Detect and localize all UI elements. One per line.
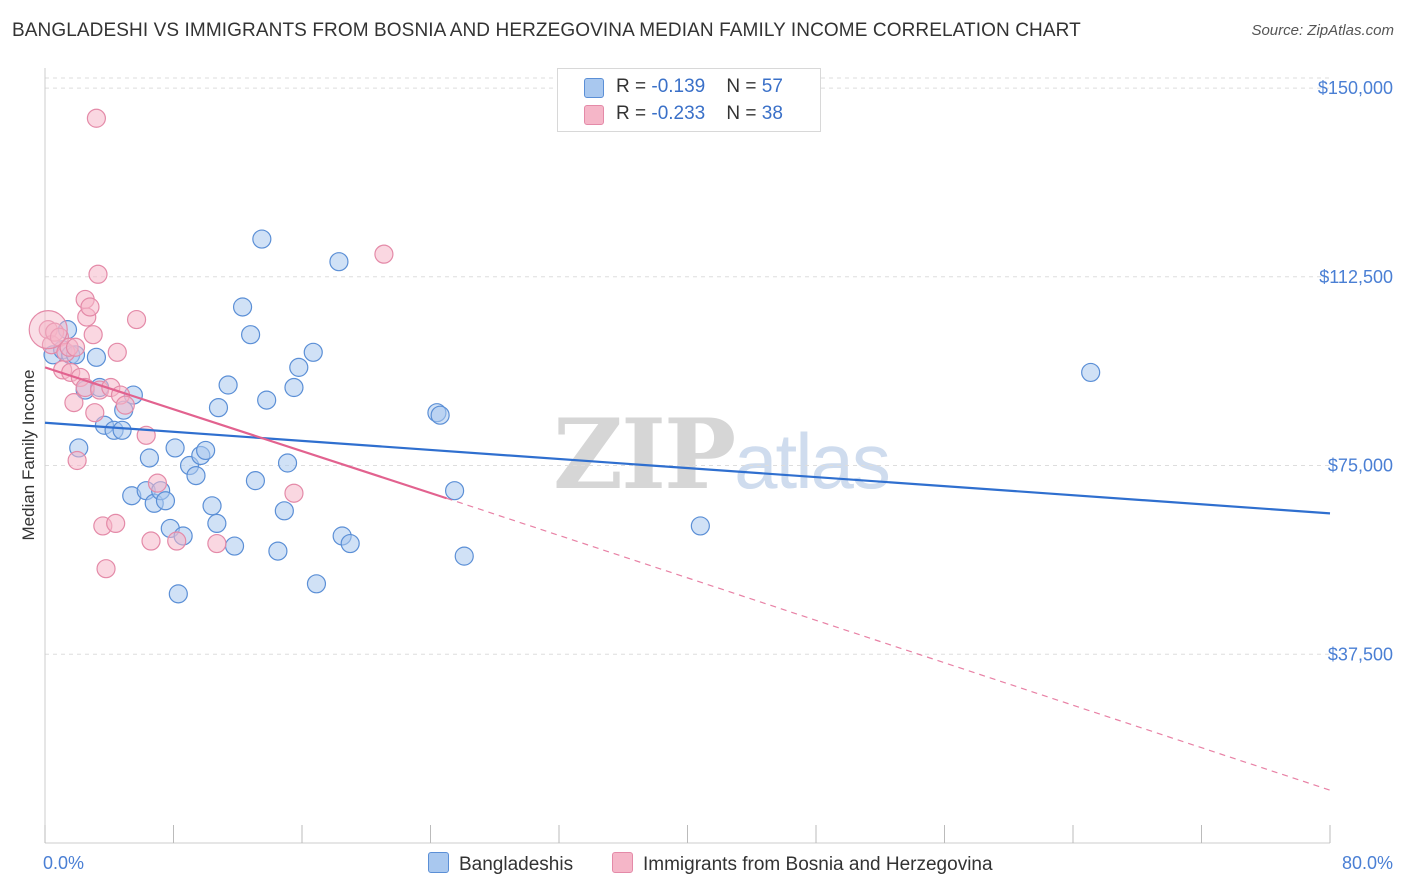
bangladeshi-point (232, 297, 253, 317)
x-tick-label: 0.0% (43, 853, 84, 873)
bosnia-point (207, 533, 227, 554)
bottom-legend-label: Immigrants from Bosnia and Herzegovina (643, 854, 993, 875)
bangladeshi-point (252, 229, 272, 249)
bangladeshi-point (112, 420, 132, 440)
legend-n-label: N = (726, 76, 762, 97)
legend-r-label: R = (616, 76, 652, 97)
gridlines (45, 77, 1330, 655)
bosnia-point (65, 337, 86, 357)
y-tick-label: $37,500 (1328, 644, 1393, 664)
bosnia-point (141, 531, 161, 551)
bangladeshi-trend-line (44, 421, 1331, 515)
bangladeshi-point (207, 513, 227, 534)
legend-r-label: R = (616, 103, 652, 124)
legend-n-value: 57 (761, 76, 783, 97)
bosnia-point (96, 559, 116, 579)
bosnia-point (85, 403, 105, 423)
chart-title: BANGLADESHI VS IMMIGRANTS FROM BOSNIA AN… (12, 20, 1081, 41)
x-tick-labels: 0.0% 80.0% (43, 853, 1393, 873)
bangladeshi-point (289, 357, 309, 377)
y-tick-label: $112,500 (1319, 267, 1393, 287)
bangladeshi-point (196, 440, 216, 461)
bosnia-point (106, 513, 126, 534)
bangladeshi-point (86, 347, 107, 367)
source-credit: Source: ZipAtlas.com (1251, 22, 1394, 39)
bangladeshi-point (224, 536, 245, 556)
bosnia-point (126, 309, 147, 330)
legend-n-label: N = (726, 103, 762, 124)
bangladeshi-point (155, 491, 176, 511)
legend-swatch-blue (584, 78, 604, 98)
bangladeshi-point (284, 377, 304, 398)
bottom-legend-bangladeshis: Bangladeshis (428, 852, 573, 876)
bosnia-point (86, 108, 107, 128)
bottom-legend-swatch-blue (428, 852, 449, 873)
watermark: ZIPatlas (553, 398, 891, 511)
bosnia-trend-line (44, 366, 447, 500)
bangladeshi-point (444, 481, 465, 501)
y-axis-label: Median Family Income (19, 369, 38, 540)
bottom-legend-label: Bangladeshis (459, 854, 574, 875)
bangladeshi-point (218, 375, 238, 395)
bosnia-trend-extension (446, 497, 1331, 791)
bosnia-point-large (28, 310, 68, 350)
bosnia-point (115, 395, 135, 415)
bangladeshi-point (268, 541, 288, 561)
bosnia-point (67, 450, 87, 471)
x-tick-label: 80.0% (1342, 853, 1393, 873)
bangladeshi-point (277, 453, 298, 473)
y-tick-label: $150,000 (1318, 78, 1393, 98)
bangladeshi-point (202, 496, 222, 516)
bosnia-point (88, 264, 108, 284)
bosnia-point (284, 483, 304, 503)
bangladeshi-point (139, 448, 160, 468)
legend-n-value: 38 (761, 103, 783, 124)
bangladeshi-point (241, 325, 261, 345)
legend-r-value: -0.139 (651, 76, 706, 97)
bangladeshi-point (430, 405, 450, 425)
bosnia-point (374, 244, 394, 264)
legend: R = -0.139 N = 57 R = -0.233 N = 38 (557, 68, 821, 132)
legend-swatch-pink (584, 105, 604, 125)
bangladeshi-point (1081, 362, 1101, 383)
legend-text-blue: R = -0.139 N = 57 (616, 76, 783, 98)
bangladeshi-point (208, 398, 229, 418)
bottom-legend-bosnia: Immigrants from Bosnia and Herzegovina (612, 852, 993, 876)
bangladeshi-point (454, 546, 474, 566)
bangladeshi-point (329, 252, 349, 272)
legend-r-value: -0.233 (651, 103, 706, 124)
trend-lines (44, 366, 1331, 791)
axes (44, 68, 1331, 844)
bangladeshi-point (274, 501, 294, 521)
bangladeshi-point (245, 471, 266, 491)
watermark-zip: ZIP (553, 398, 736, 511)
bangladeshi-point (257, 390, 277, 410)
bangladeshi-point (340, 533, 360, 554)
bangladeshi-point (186, 465, 206, 486)
bosnia-point (83, 325, 103, 345)
data-points (28, 108, 1101, 604)
bangladeshi-point (168, 584, 188, 604)
bangladeshi-point (306, 574, 327, 594)
bangladeshi-point (165, 438, 185, 458)
bosnia-point (147, 473, 168, 493)
legend-text-pink: R = -0.233 N = 38 (616, 103, 783, 125)
bosnia-point (167, 531, 187, 551)
bosnia-point (107, 342, 127, 362)
bosnia-point (64, 393, 84, 413)
y-tick-labels: $37,500 $75,000 $112,500 $150,000 (1318, 78, 1393, 664)
bosnia-point (80, 297, 100, 317)
bottom-legend-swatch-pink (612, 852, 633, 873)
watermark-atlas: atlas (734, 417, 891, 505)
bangladeshi-point (303, 342, 323, 362)
bangladeshi-point (690, 516, 710, 536)
y-tick-label: $75,000 (1328, 456, 1393, 476)
